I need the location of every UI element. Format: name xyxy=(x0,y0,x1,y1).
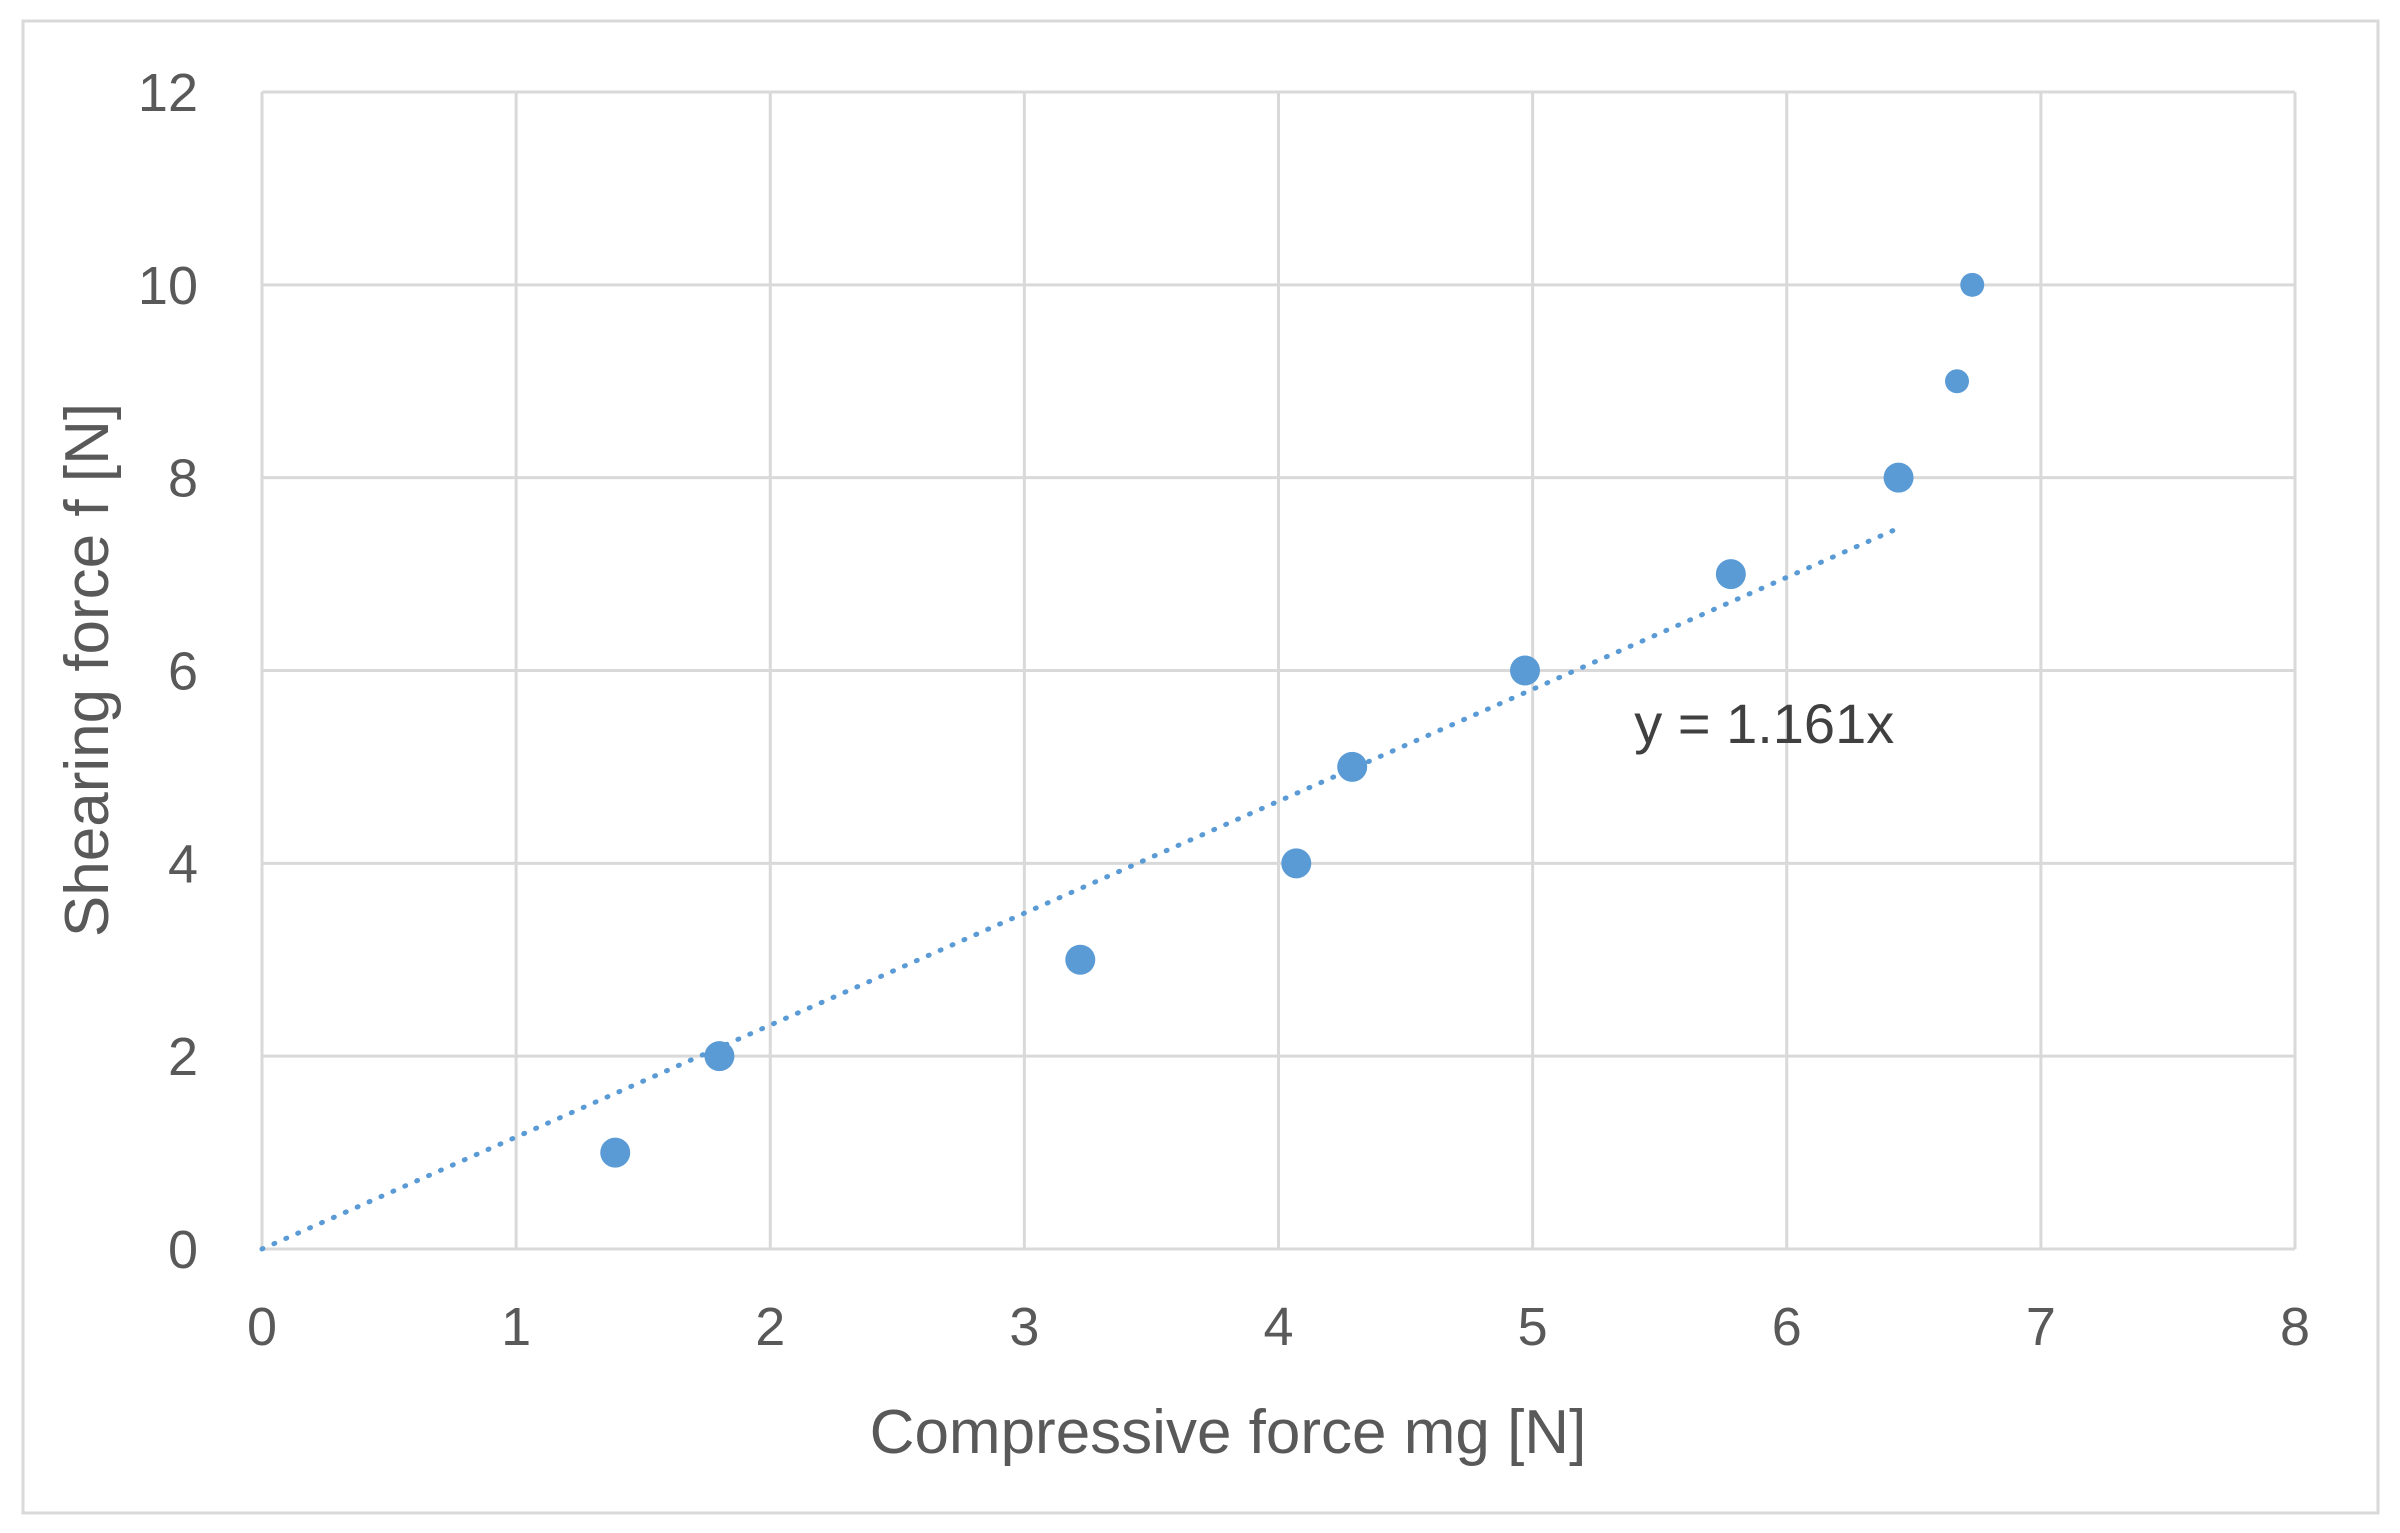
data-point xyxy=(600,1137,631,1168)
x-tick-label: 5 xyxy=(1518,1297,1548,1357)
y-tick-label: 0 xyxy=(168,1220,198,1280)
y-tick-label: 12 xyxy=(138,63,198,123)
x-tick-label: 2 xyxy=(755,1297,785,1357)
y-tick-label: 2 xyxy=(168,1027,198,1087)
y-axis-title: Shearing force f [N] xyxy=(53,403,122,937)
x-tick-label: 3 xyxy=(1009,1297,1039,1357)
data-point xyxy=(1281,848,1312,879)
y-tick-label: 6 xyxy=(168,642,198,702)
x-tick-label: 0 xyxy=(247,1297,277,1357)
data-point xyxy=(1715,559,1746,590)
x-tick-label: 6 xyxy=(1772,1297,1802,1357)
data-point xyxy=(1883,462,1914,493)
y-tick-labels: 0 2 4 6 8 10 12 xyxy=(138,63,198,1280)
x-tick-label: 4 xyxy=(1263,1297,1293,1357)
y-tick-label: 8 xyxy=(168,449,198,509)
x-tick-labels: 0 1 2 3 4 5 6 7 8 xyxy=(247,1297,2310,1357)
data-point xyxy=(1065,944,1096,975)
trendline-equation: y = 1.161x xyxy=(1634,692,1894,755)
x-tick-label: 8 xyxy=(2280,1297,2310,1357)
data-point xyxy=(1337,751,1368,782)
x-axis-title: Compressive force mg [N] xyxy=(870,1398,1587,1467)
data-point xyxy=(704,1041,735,1072)
chart-border xyxy=(21,19,2380,1515)
y-tick-label: 4 xyxy=(168,834,198,894)
data-point xyxy=(1945,369,1970,394)
trendline xyxy=(259,525,1902,1252)
x-tick-label: 7 xyxy=(2026,1297,2056,1357)
y-tick-label: 10 xyxy=(138,256,198,316)
data-point xyxy=(1960,272,1985,297)
x-tick-label: 1 xyxy=(501,1297,531,1357)
data-points xyxy=(600,272,1985,1168)
data-point xyxy=(1510,655,1541,686)
